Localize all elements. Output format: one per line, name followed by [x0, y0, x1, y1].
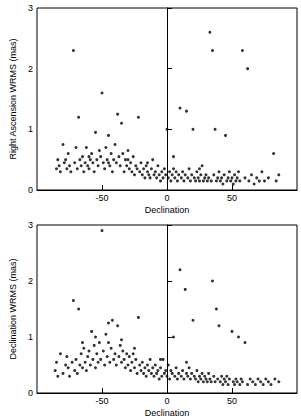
svg-text:-50: -50	[95, 193, 108, 203]
svg-text:3: 3	[28, 3, 33, 13]
svg-text:Right Ascension WRMS (mas): Right Ascension WRMS (mas)	[8, 38, 18, 159]
svg-text:3: 3	[28, 220, 33, 230]
svg-text:2: 2	[28, 64, 33, 74]
svg-text:0: 0	[28, 185, 33, 195]
svg-text:-50: -50	[95, 396, 108, 406]
svg-text:1: 1	[28, 124, 33, 134]
svg-text:Declination WRMS (mas): Declination WRMS (mas)	[8, 258, 18, 359]
svg-text:2: 2	[28, 276, 33, 286]
svg-text:0: 0	[164, 396, 169, 406]
svg-text:50: 50	[227, 193, 237, 203]
svg-text:50: 50	[227, 396, 237, 406]
svg-text:0: 0	[28, 388, 33, 398]
svg-text:0: 0	[164, 193, 169, 203]
svg-text:1: 1	[28, 332, 33, 342]
svg-text:Declination: Declination	[145, 408, 190, 418]
svg-text:Declination: Declination	[145, 205, 190, 215]
